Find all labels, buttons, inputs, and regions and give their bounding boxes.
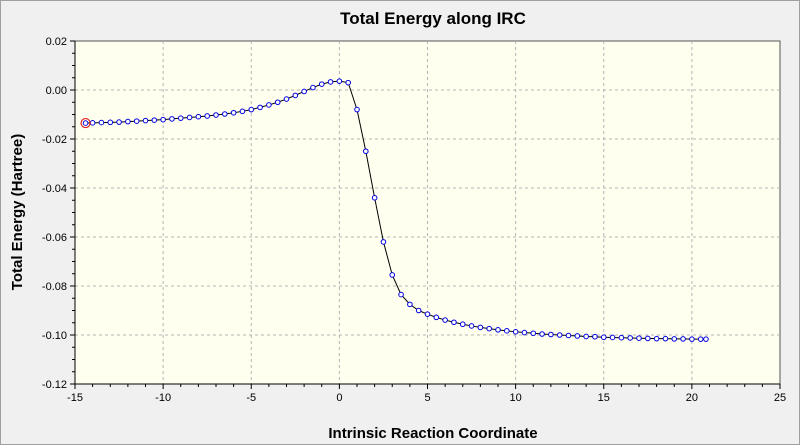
data-point [274, 99, 281, 106]
x-tick-label: -15 [67, 392, 83, 404]
data-point [142, 117, 149, 124]
y-tick-label: -0.02 [42, 134, 67, 146]
data-point [539, 331, 545, 337]
y-tick-label: -0.04 [42, 183, 67, 195]
x-axis-ticks: -15 -10 -5 0 5 10 15 20 25 [67, 384, 786, 404]
data-point [433, 314, 440, 321]
x-tick-label: 10 [510, 392, 522, 404]
data-point [169, 116, 175, 122]
y-axis-label: Total Energy (Hartree) [9, 134, 26, 290]
data-point [371, 195, 378, 201]
data-point [653, 335, 660, 342]
data-point [609, 334, 616, 341]
data-point [477, 324, 484, 331]
data-point [283, 96, 290, 102]
data-point [451, 319, 457, 326]
data-point [301, 88, 307, 95]
data-point [442, 317, 448, 323]
data-point [468, 323, 475, 329]
data-point [133, 118, 140, 124]
data-points [80, 78, 709, 342]
data-point [680, 336, 686, 342]
data-point [592, 333, 598, 340]
y-tick-label: -0.06 [42, 232, 67, 244]
data-point [125, 118, 131, 125]
plot-area [74, 40, 781, 385]
x-tick-label: 0 [336, 392, 342, 404]
data-point [354, 106, 360, 113]
x-tick-label: -5 [246, 392, 256, 404]
data-point [230, 109, 237, 116]
data-point [459, 321, 466, 328]
y-tick-label: -0.10 [42, 330, 67, 342]
x-axis-label: Intrinsic Reaction Coordinate [328, 425, 537, 442]
data-point [363, 148, 369, 155]
data-point [380, 239, 387, 245]
data-point [636, 335, 642, 341]
data-point [512, 329, 519, 335]
data-point [89, 120, 96, 126]
data-point [662, 335, 669, 342]
data-point [504, 328, 510, 334]
data-point [239, 108, 246, 115]
data-point [574, 333, 581, 339]
selected-point-marker[interactable] [80, 117, 91, 129]
data-point [98, 119, 105, 126]
data-point [266, 102, 272, 108]
y-tick-label: -0.08 [42, 281, 67, 293]
data-point [318, 81, 325, 87]
x-tick-label: 20 [686, 392, 698, 404]
x-tick-label: 25 [774, 392, 786, 404]
data-point [600, 334, 607, 341]
data-point [389, 272, 396, 278]
data-point [248, 106, 255, 113]
data-point [151, 117, 158, 123]
x-tick-label: 5 [424, 392, 430, 404]
x-tick-label: 15 [598, 392, 610, 404]
data-point [345, 79, 351, 86]
data-point [257, 104, 263, 111]
data-point [107, 119, 114, 126]
data-point [697, 336, 704, 342]
data-point [82, 120, 89, 126]
data-point [495, 327, 501, 333]
data-point [407, 301, 413, 308]
data-point [645, 335, 651, 342]
data-point [703, 336, 709, 342]
y-tick-label: 0.02 [46, 36, 67, 48]
data-point [195, 113, 202, 120]
data-point [627, 335, 633, 341]
data-point [327, 79, 334, 85]
data-point [556, 332, 563, 338]
axes [71, 41, 780, 388]
data-point [671, 336, 678, 342]
data-point [222, 111, 228, 117]
data-point [530, 330, 537, 337]
data-point [689, 336, 695, 342]
data-point [204, 113, 210, 119]
data-point [398, 291, 404, 298]
data-point [292, 92, 299, 99]
y-axis-ticks: -0.12 -0.10 -0.08 -0.06 -0.04 -0.02 0.00 0.02 [42, 36, 75, 391]
data-point [521, 329, 528, 336]
data-point [486, 325, 492, 332]
data-point [548, 331, 554, 338]
data-point [116, 119, 122, 125]
data-point [415, 307, 422, 314]
chart-title: Total Energy along IRC [340, 9, 526, 28]
data-point [336, 78, 343, 84]
data-point [160, 116, 166, 123]
data-point [618, 334, 625, 341]
data-point [186, 114, 193, 121]
y-tick-label: -0.12 [42, 379, 67, 391]
data-point [213, 112, 219, 118]
data-point [310, 84, 316, 91]
data-point [424, 311, 431, 317]
x-tick-label: -10 [155, 392, 171, 404]
y-tick-label: 0.00 [46, 85, 67, 97]
data-point [583, 333, 589, 340]
data-point [565, 332, 572, 339]
data-point [177, 115, 184, 121]
